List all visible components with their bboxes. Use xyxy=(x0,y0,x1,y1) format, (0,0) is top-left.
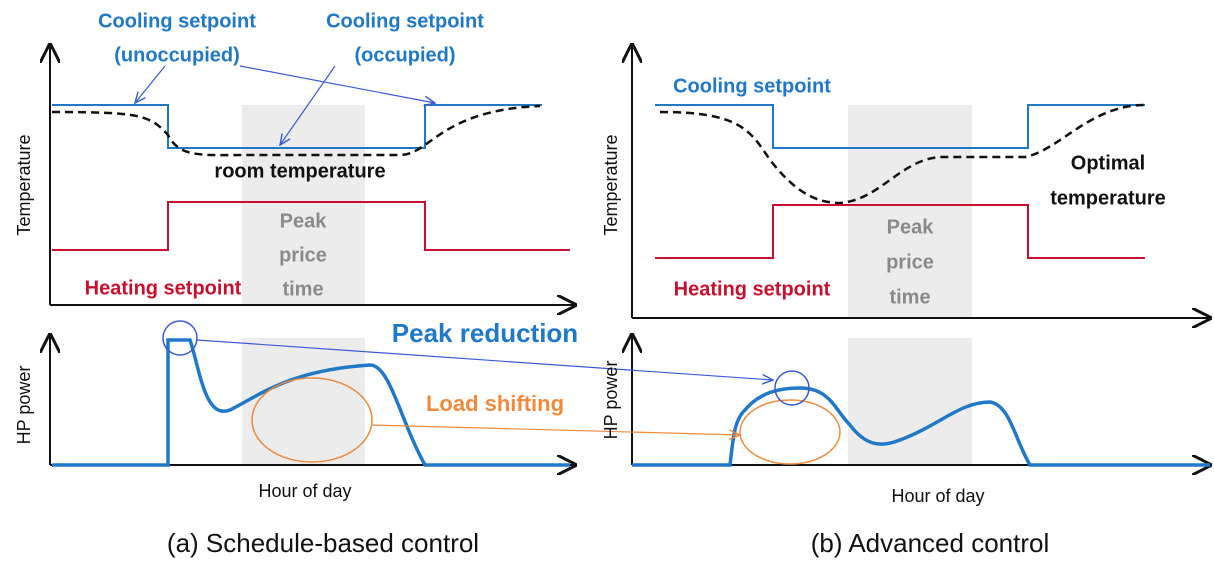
cooling-setpoint xyxy=(52,104,542,149)
arrow xyxy=(371,424,740,435)
shapes xyxy=(50,45,1210,465)
heating-setpoint xyxy=(655,204,1145,259)
label: Heating setpoint xyxy=(674,278,831,300)
caption: (a) Schedule-based control xyxy=(167,528,479,558)
heating-setpoint xyxy=(52,201,570,251)
peak-band xyxy=(242,338,365,465)
label: temperature xyxy=(1050,187,1166,209)
peak-band xyxy=(848,105,972,318)
peak-band xyxy=(242,105,365,305)
peak-band xyxy=(848,338,972,465)
caption: (b) Advanced control xyxy=(811,528,1049,558)
load-ellipse xyxy=(739,399,841,465)
cooling-setpoint xyxy=(655,104,1145,149)
label: Heating setpoint xyxy=(85,277,242,299)
label: (unoccupied) xyxy=(114,44,240,66)
axis-label: Hour of day xyxy=(891,486,984,506)
room-temperature xyxy=(51,104,541,157)
axis-label: Hour of day xyxy=(258,481,351,501)
label: Peak reduction xyxy=(392,318,578,348)
peak-circle xyxy=(774,370,810,406)
label: Cooling setpoint xyxy=(326,10,484,32)
load-ellipse xyxy=(251,377,373,463)
label: Optimal xyxy=(1071,152,1145,174)
hp-power xyxy=(632,386,1210,467)
label: (occupied) xyxy=(354,44,455,66)
label: Peak xyxy=(280,210,328,232)
label: price xyxy=(279,244,327,266)
label: Cooling setpoint xyxy=(98,10,256,32)
axis-label: HP power xyxy=(601,361,621,440)
labels: Cooling setpoint (unoccupied) Cooling se… xyxy=(14,10,1166,558)
axis-label: HP power xyxy=(14,366,34,445)
peak-circle xyxy=(162,320,198,356)
arrow xyxy=(280,65,336,145)
label: room temperature xyxy=(214,160,385,182)
label: price xyxy=(886,251,934,273)
axis-label: Temperature xyxy=(601,134,621,235)
optimal-temperature xyxy=(659,103,1146,205)
label: Load shifting xyxy=(426,391,564,416)
arrow xyxy=(239,65,435,103)
arrow xyxy=(196,339,773,380)
label: time xyxy=(889,286,930,308)
label: Cooling setpoint xyxy=(673,75,831,97)
label: Peak xyxy=(887,216,935,238)
label: time xyxy=(282,278,323,300)
arrow xyxy=(135,65,166,103)
axis-label: Temperature xyxy=(14,134,34,235)
